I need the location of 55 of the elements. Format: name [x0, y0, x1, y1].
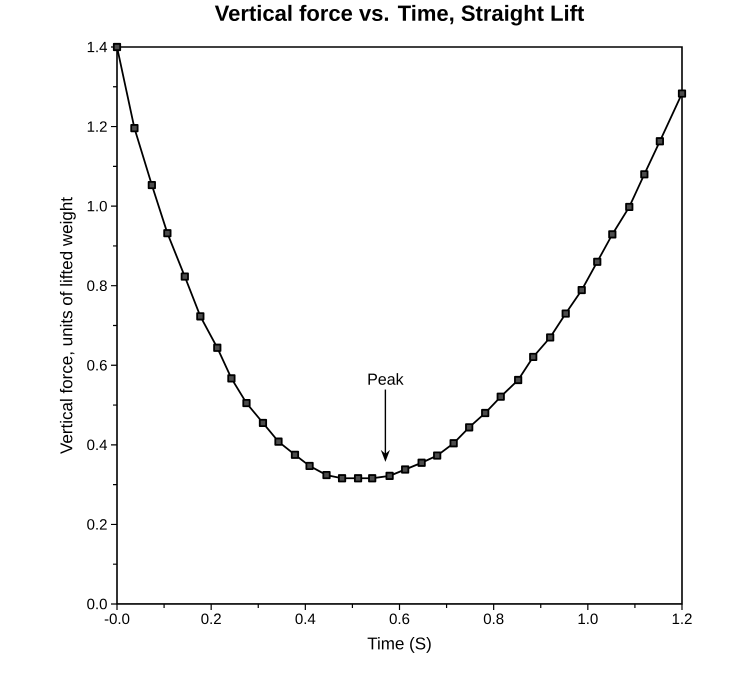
point — [258, 418, 268, 428]
point — [213, 344, 222, 352]
y-tick-label: 0.4 — [87, 440, 108, 450]
point — [338, 474, 346, 482]
point — [578, 286, 586, 294]
point — [656, 137, 664, 146]
point — [305, 462, 314, 470]
point — [450, 439, 458, 448]
point — [514, 376, 522, 384]
x-tick-label: 1.0 — [578, 614, 598, 624]
x-tick-label: 0.2 — [201, 614, 221, 624]
point — [368, 474, 376, 482]
annotation: Peak — [368, 373, 404, 385]
x-tick-label: 1.2 — [672, 614, 692, 624]
point — [274, 438, 283, 446]
point — [112, 42, 122, 52]
point — [130, 124, 139, 132]
point — [593, 258, 602, 266]
point — [529, 352, 538, 362]
point — [401, 465, 410, 474]
y-tick-label: 0.6 — [87, 360, 107, 371]
point — [242, 398, 251, 408]
y-tick-label: 0.2 — [87, 519, 107, 530]
point — [180, 272, 189, 281]
point — [148, 180, 156, 190]
point — [640, 170, 648, 178]
point — [322, 470, 331, 480]
point — [433, 451, 442, 460]
point — [227, 374, 236, 382]
point — [562, 309, 570, 318]
x-tick-label: -0.0 — [104, 614, 130, 624]
point — [625, 202, 634, 212]
point — [481, 408, 490, 418]
point — [196, 312, 204, 320]
y-tick-label: 1.4 — [88, 42, 108, 52]
point — [496, 392, 505, 401]
y-tick-label: 1.0 — [88, 200, 107, 212]
point — [546, 333, 554, 342]
chart-title: Vertical force vs. Time, Straight Lift — [214, 4, 584, 26]
point — [418, 458, 426, 467]
point — [608, 230, 616, 238]
point — [386, 472, 394, 480]
y-tick-label: 1.2 — [88, 121, 107, 132]
y-tick-label: 0.0 — [87, 598, 107, 610]
y-tick-label: 0.8 — [87, 280, 107, 292]
x-tick-label: 0.6 — [390, 614, 410, 624]
point — [678, 89, 686, 98]
x-axis-title: Time (S) — [368, 637, 431, 653]
x-tick-label: 0.8 — [484, 614, 504, 624]
y-axis-title: Vertical force, units of lifted weight — [60, 197, 76, 454]
point — [163, 229, 172, 238]
x-tick-label: 0.4 — [295, 614, 316, 624]
point — [465, 423, 474, 432]
point — [290, 450, 300, 459]
point — [354, 474, 362, 482]
